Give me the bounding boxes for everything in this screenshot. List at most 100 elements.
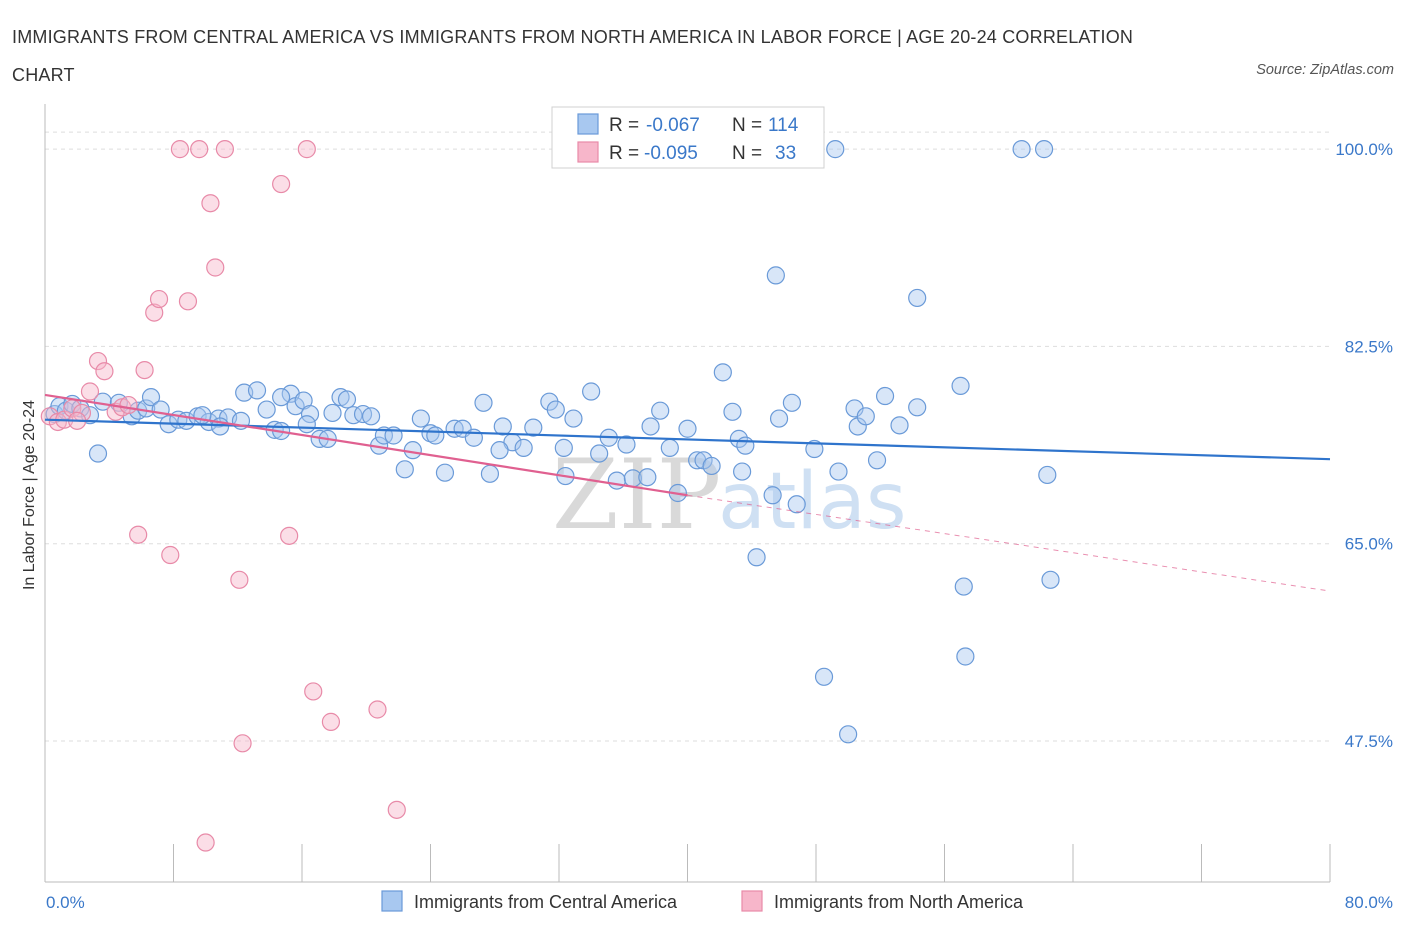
watermark-zip: ZIP	[552, 439, 721, 551]
point-central-america	[875, 386, 895, 406]
point-central-america	[480, 464, 500, 483]
stats-swatch-pink	[577, 141, 599, 163]
legend-swatch-central-america	[381, 890, 403, 912]
point-north-america	[297, 140, 316, 159]
point-north-america	[95, 362, 114, 381]
watermark-atlas: atlas	[718, 457, 907, 547]
stats-n-value-blue: 114	[768, 115, 799, 136]
y-tick-label: 82.5%	[1345, 337, 1393, 356]
point-central-america	[951, 376, 970, 395]
point-central-america	[582, 382, 601, 401]
point-central-america	[435, 463, 455, 482]
stats-r-value-blue: -0.067	[646, 115, 700, 136]
point-central-america	[493, 417, 512, 436]
stats-n-label-blue: N =	[732, 115, 762, 136]
point-north-america	[280, 526, 299, 545]
y-tick-label: 100.0%	[1335, 140, 1393, 159]
point-north-america	[215, 140, 234, 159]
stats-n-label-pink: N =	[732, 143, 762, 164]
point-north-america	[368, 700, 387, 719]
point-central-america	[337, 390, 357, 409]
point-north-america	[135, 360, 154, 380]
point-central-america	[805, 439, 824, 459]
point-north-america	[321, 712, 341, 731]
trend-line-north-america-extension	[687, 494, 1331, 592]
y-tick-label: 65.0%	[1345, 535, 1393, 554]
point-central-america	[300, 404, 320, 424]
point-central-america	[141, 388, 161, 407]
point-central-america	[641, 417, 660, 436]
point-central-america	[678, 419, 697, 438]
point-central-america	[607, 471, 626, 490]
x-tick-label: 80.0%	[1345, 893, 1393, 912]
point-central-america	[344, 406, 363, 425]
point-central-america	[729, 429, 749, 448]
point-north-america	[196, 833, 215, 852]
point-central-america	[702, 456, 721, 476]
point-central-america	[814, 667, 834, 686]
point-central-america	[395, 460, 414, 479]
point-central-america	[651, 401, 670, 420]
y-axis-title: In Labor Force | Age 20-24	[21, 400, 38, 590]
point-central-america	[490, 441, 509, 460]
point-central-america	[1012, 140, 1031, 159]
stats-r-label-pink: R =	[609, 143, 639, 164]
x-tick-label: 0.0%	[46, 893, 85, 912]
point-north-america	[233, 734, 252, 753]
point-central-america	[88, 444, 108, 463]
x-tick-labels: 0.0% 80.0%	[46, 893, 1393, 912]
watermark: ZIP atlas	[552, 439, 907, 551]
stats-r-label-blue: R =	[609, 115, 639, 136]
point-central-america	[908, 288, 927, 308]
point-north-america	[88, 351, 108, 371]
point-central-america	[411, 409, 430, 428]
point-north-america	[190, 140, 209, 159]
point-central-america	[272, 388, 291, 407]
point-north-america	[170, 140, 190, 159]
trend-line-north-america	[44, 393, 688, 497]
point-north-america	[119, 395, 138, 415]
point-central-america	[638, 468, 657, 487]
point-north-america	[161, 545, 180, 565]
point-central-america	[1034, 140, 1054, 159]
point-central-america	[956, 647, 975, 666]
point-central-america	[733, 462, 752, 481]
trend-line-central-america	[44, 418, 1331, 461]
point-north-america	[145, 303, 164, 322]
point-central-america	[617, 435, 636, 454]
point-central-america	[361, 407, 381, 426]
axes	[44, 104, 1331, 883]
point-central-america	[514, 438, 533, 457]
point-central-america	[954, 577, 973, 596]
point-central-america	[723, 402, 742, 421]
legend-swatch-north-america	[741, 890, 763, 912]
point-central-america	[908, 398, 927, 417]
point-central-america	[782, 393, 802, 412]
point-central-america	[257, 400, 276, 419]
series-legend: Immigrants from Central America Immigran…	[381, 890, 1024, 912]
point-central-america	[421, 424, 440, 443]
chart-title: IMMIGRANTS FROM CENTRAL AMERICA VS IMMIG…	[12, 27, 1134, 85]
point-central-america	[323, 403, 342, 423]
y-tick-labels: 100.0% 82.5% 65.0% 47.5%	[1335, 140, 1393, 751]
point-central-america	[856, 407, 875, 426]
point-north-america	[178, 292, 198, 311]
stats-r-value-pink: -0.095	[644, 143, 698, 164]
point-central-america	[403, 441, 422, 460]
point-central-america	[554, 438, 573, 457]
point-central-america	[763, 486, 782, 505]
point-central-america	[787, 495, 806, 514]
point-central-america	[297, 415, 316, 434]
point-central-america	[564, 409, 583, 428]
trend-lines	[44, 393, 1331, 592]
chart-source: Source: ZipAtlas.com	[1256, 62, 1394, 78]
point-central-america	[747, 548, 766, 567]
legend-label-north-america: Immigrants from North America	[774, 892, 1024, 912]
point-central-america	[736, 436, 755, 455]
point-north-america	[80, 382, 100, 401]
point-central-america	[766, 266, 785, 285]
point-central-america	[524, 418, 543, 437]
point-central-america	[660, 438, 679, 457]
point-north-america	[304, 682, 323, 701]
data-points	[40, 140, 1060, 852]
